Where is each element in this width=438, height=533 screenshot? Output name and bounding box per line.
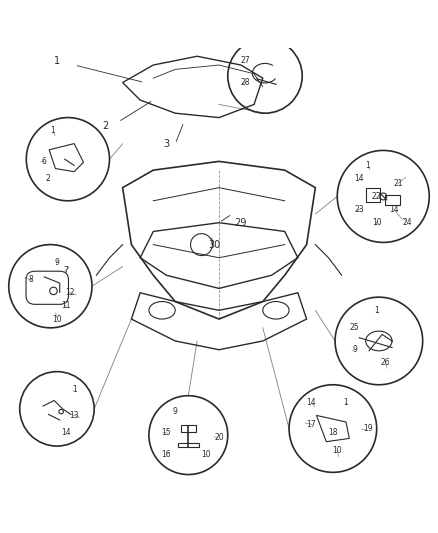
Text: 10: 10 <box>332 446 342 455</box>
Text: 14: 14 <box>354 174 364 183</box>
Text: 7: 7 <box>63 266 68 276</box>
Text: 1: 1 <box>72 385 77 394</box>
Text: 6: 6 <box>41 157 46 166</box>
Text: 3: 3 <box>163 139 170 149</box>
Text: 15: 15 <box>162 429 171 438</box>
Text: 2: 2 <box>46 174 50 183</box>
Text: 10: 10 <box>52 314 62 324</box>
Text: 1: 1 <box>366 161 370 170</box>
Text: 14: 14 <box>389 205 399 214</box>
Text: 27: 27 <box>240 56 250 65</box>
Text: 2: 2 <box>102 122 108 131</box>
Text: 13: 13 <box>70 411 79 420</box>
Text: 21: 21 <box>394 179 403 188</box>
Text: 19: 19 <box>363 424 373 433</box>
Text: 8: 8 <box>28 275 33 284</box>
Text: 11: 11 <box>61 302 71 310</box>
Text: 20: 20 <box>214 433 224 442</box>
Text: 1: 1 <box>374 306 379 315</box>
Text: 12: 12 <box>65 288 75 297</box>
Text: 17: 17 <box>306 419 316 429</box>
Text: 24: 24 <box>403 218 412 227</box>
Text: 22: 22 <box>372 192 381 201</box>
Bar <box>181 425 196 432</box>
Text: 1: 1 <box>50 126 55 135</box>
Text: 28: 28 <box>240 78 250 87</box>
Bar <box>366 188 380 201</box>
Text: 18: 18 <box>328 429 338 438</box>
Text: 1: 1 <box>344 398 348 407</box>
Text: 10: 10 <box>372 218 381 227</box>
Text: 9: 9 <box>54 257 60 266</box>
Text: 14: 14 <box>306 398 316 407</box>
Text: 26: 26 <box>381 358 390 367</box>
Text: 14: 14 <box>61 429 71 438</box>
Text: 23: 23 <box>354 205 364 214</box>
Text: 16: 16 <box>162 450 171 459</box>
Bar <box>385 195 400 205</box>
Text: 1: 1 <box>54 55 60 66</box>
Text: 30: 30 <box>208 240 221 249</box>
Bar <box>178 442 199 447</box>
Text: 29: 29 <box>235 217 247 228</box>
Text: 9: 9 <box>352 345 357 354</box>
Text: 9: 9 <box>173 407 178 416</box>
Text: 10: 10 <box>201 450 211 459</box>
Text: 25: 25 <box>350 324 360 332</box>
